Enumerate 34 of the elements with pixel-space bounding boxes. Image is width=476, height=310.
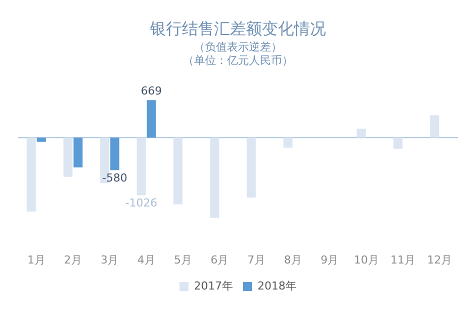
bar (26, 138, 36, 212)
bar (173, 138, 182, 204)
bar (210, 138, 220, 218)
chart-title: 银行结售汇差额变化情况 (149, 18, 326, 38)
bar (356, 128, 366, 138)
x-tick-label: 11月 (390, 253, 416, 266)
data-label: -580 (102, 172, 128, 185)
x-tick-label: 4月 (137, 253, 156, 266)
x-tick-label: 3月 (100, 253, 119, 266)
data-label: -1026 (125, 196, 158, 210)
bar (246, 138, 256, 198)
x-tick-label: 9月 (320, 253, 339, 266)
legend-label: 2018年 (258, 279, 296, 292)
x-tick-label: 5月 (174, 253, 192, 266)
x-tick-label: 7月 (247, 253, 266, 266)
bar (393, 138, 402, 149)
x-tick-label: 2月 (64, 253, 82, 266)
data-label: 669 (140, 84, 162, 98)
x-tick-label: 10月 (354, 253, 379, 266)
x-tick-label: 6月 (210, 253, 229, 266)
bar (146, 100, 156, 138)
chart-subtitle: （负值表示逆差） (194, 40, 282, 54)
x-tick-label: 8月 (284, 253, 302, 266)
text: （单位：亿元人民币） (183, 54, 293, 67)
x-tick-label: 1月 (27, 253, 46, 266)
x-tick-label: 12月 (427, 253, 452, 266)
legend-label: 2017年 (194, 279, 234, 292)
bar (110, 138, 120, 170)
bar (63, 138, 72, 177)
bar (430, 115, 440, 138)
bar (36, 138, 46, 142)
bar (136, 138, 146, 196)
bar (74, 138, 83, 168)
bar (283, 138, 292, 148)
